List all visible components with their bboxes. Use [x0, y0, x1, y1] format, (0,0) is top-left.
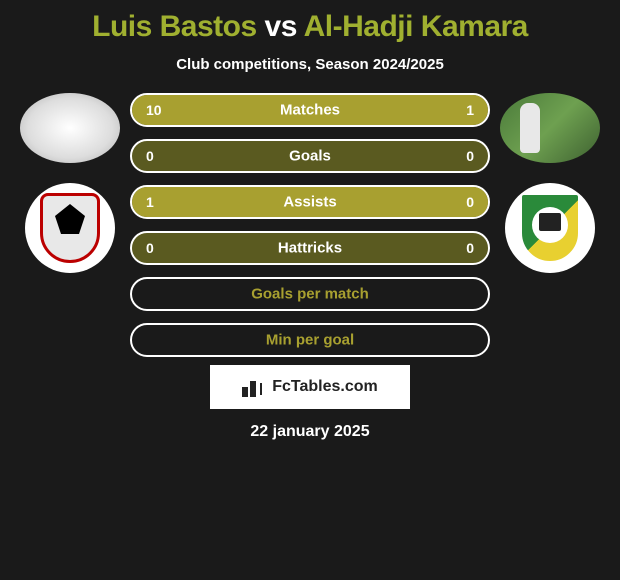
stat-label: Matches	[280, 102, 340, 119]
crest-shield-icon	[520, 193, 580, 263]
stat-row: 0 0 Goals	[130, 139, 490, 173]
right-column	[490, 93, 610, 273]
page-title: Luis Bastos vs Al-Hadji Kamara	[0, 10, 620, 44]
player1-club-crest	[25, 183, 115, 273]
snapshot-date: 22 january 2025	[0, 423, 620, 441]
crest-shield-icon	[40, 193, 100, 263]
fctables-logo-icon	[242, 377, 266, 397]
stat-value-right: 1	[466, 102, 474, 118]
title-player1: Luis Bastos	[92, 10, 257, 43]
title-vs: vs	[265, 10, 297, 43]
stat-value-left: 1	[146, 194, 154, 210]
stat-bars: 101Matches00Goals10Assists00HattricksGoa…	[130, 93, 490, 357]
main-layout: 101Matches00Goals10Assists00HattricksGoa…	[0, 93, 620, 357]
stat-label: Hattricks	[278, 240, 342, 257]
brand-badge[interactable]: FcTables.com	[210, 365, 410, 409]
stat-label: Goals per match	[251, 286, 369, 303]
stat-label: Goals	[289, 148, 331, 165]
stat-value-left: 0	[146, 240, 154, 256]
comparison-card: Luis Bastos vs Al-Hadji Kamara Club comp…	[0, 0, 620, 451]
stat-row: 0 0 Hattricks	[130, 231, 490, 265]
stat-value-right: 0	[466, 240, 474, 256]
stat-row: Min per goal	[130, 323, 490, 357]
player1-photo	[20, 93, 120, 163]
player2-photo	[500, 93, 600, 163]
player2-club-crest	[505, 183, 595, 273]
left-column	[10, 93, 130, 273]
stat-label: Assists	[283, 194, 336, 211]
stat-value-left: 0	[146, 148, 154, 164]
stat-value-left: 10	[146, 102, 162, 118]
stat-row: 10 1 Matches	[130, 93, 490, 127]
stat-row: Goals per match	[130, 277, 490, 311]
stat-row: 1 0 Assists	[130, 185, 490, 219]
title-player2: Al-Hadji Kamara	[304, 10, 528, 43]
brand-text: FcTables.com	[272, 378, 378, 396]
stat-value-right: 0	[466, 194, 474, 210]
subtitle: Club competitions, Season 2024/2025	[0, 56, 620, 73]
stat-label: Min per goal	[266, 332, 354, 349]
stat-value-right: 0	[466, 148, 474, 164]
